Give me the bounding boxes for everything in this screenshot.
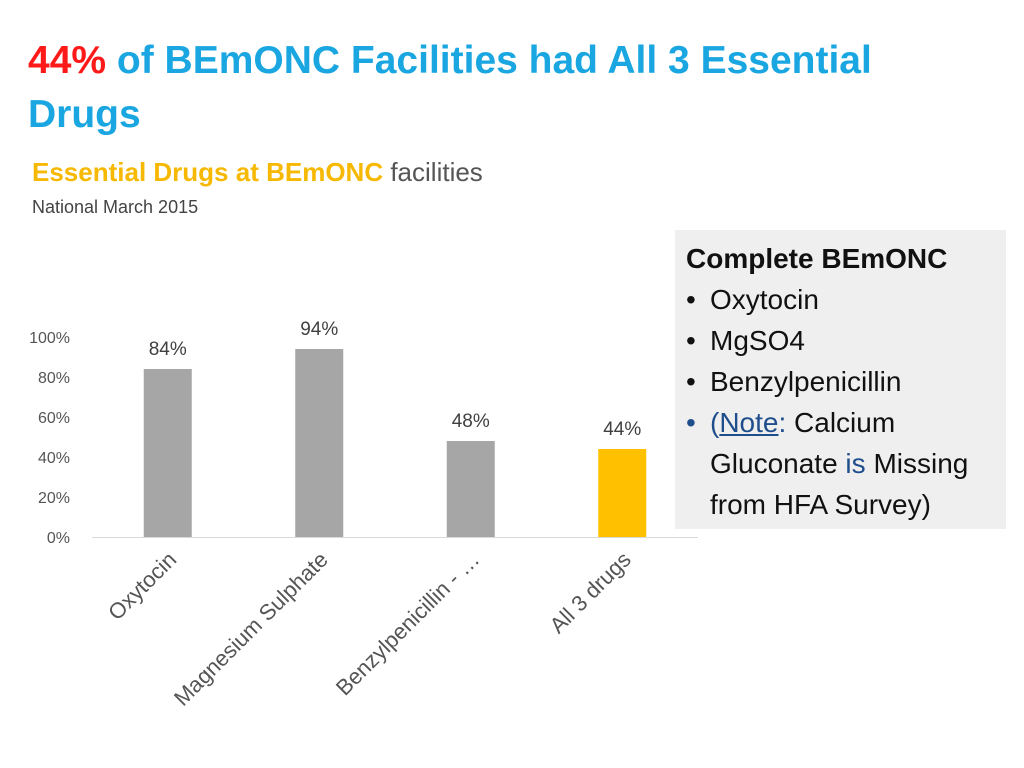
chart-subtitle: Essential Drugs at BEmONC facilities [32,155,483,189]
bar-value-label: 48% [452,411,490,432]
y-tick-label: 20% [38,490,70,507]
bar [446,441,495,537]
note-colon: : [778,407,787,438]
chart-caption: National March 2015 [32,197,199,217]
subtitle-highlight: Essential Drugs at BEmONC [32,157,384,187]
bar [143,369,192,537]
x-tick-label: Oxytocin [103,547,181,625]
x-tick-label: Benzylpenicillin - … [331,547,484,700]
bar-value-label: 84% [149,339,187,360]
bar-value-label: 94% [300,319,338,340]
info-box-item: Oxytocin [686,279,996,320]
title-accent: 44% [28,39,107,82]
bar-chart: 0% 20% 40% 60% 80% 100% 84% Oxytocin 94% Magnesiu… [29,319,698,711]
info-box: Complete BEmONC Oxytocin MgSO4 Benzylpen… [675,230,1006,529]
y-tick-label: 0% [47,530,70,547]
info-box-item: MgSO4 [686,320,996,361]
y-tick-label: 40% [38,450,70,467]
x-tick-label: All 3 drugs [545,547,636,638]
x-tick-label: Magnesium Sulphate [169,547,333,711]
bar [598,449,647,537]
note-label: Note [719,407,779,438]
y-tick-label: 80% [38,370,70,387]
page-title: 44% of BEmONC Facilities had All 3 Essen… [28,34,888,142]
bar [295,349,344,537]
note-text-1: Calcium Gluconate [710,407,896,479]
bar-value-label: 44% [603,419,641,440]
y-tick-label: 100% [29,330,70,347]
subtitle-rest: facilities [390,157,483,187]
info-box-item: Benzylpenicillin [686,361,996,402]
info-box-list: Oxytocin MgSO4 Benzylpenicillin (Note: C… [686,279,996,525]
note-word-is: is [845,448,866,479]
info-box-note: (Note: Calcium Gluconate is Missing from… [686,402,996,525]
note-open-paren: ( [710,407,720,438]
title-text: of BEmONC Facilities had All 3 Essential… [28,39,872,136]
note-text-2: Missing from HFA Survey) [710,448,969,520]
info-box-title: Complete BEmONC [686,243,948,274]
y-tick-label: 60% [38,410,70,427]
